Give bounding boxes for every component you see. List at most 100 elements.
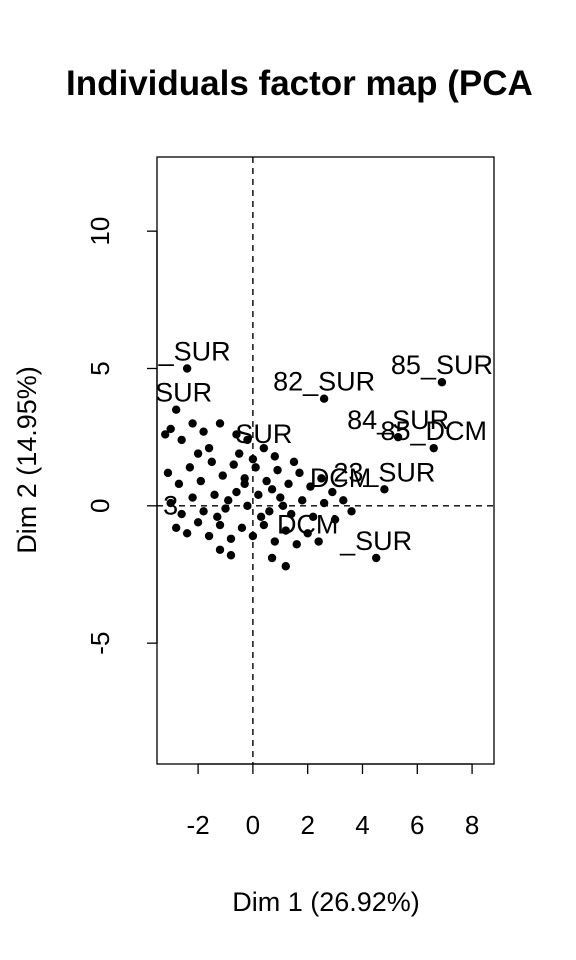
x-tick-label: -2 — [187, 810, 210, 840]
plot-area: 3_SUR_SUR 82_SUR85_SUR84_SUR85_DCMSUR23_S… — [139, 156, 495, 765]
reference-lines — [157, 157, 494, 764]
chart-title: Individuals factor map (PCA — [66, 64, 533, 103]
x-tick-label: 8 — [465, 810, 479, 840]
labels-layer: 3_SUR_SUR 82_SUR85_SUR84_SUR85_DCMSUR23_S… — [139, 336, 493, 556]
data-point — [262, 476, 271, 486]
point-label: DCM — [310, 463, 372, 493]
data-point — [287, 509, 296, 519]
y-tick-label: 10 — [85, 217, 115, 246]
data-point — [215, 520, 225, 530]
data-point — [248, 454, 258, 464]
point-label: _SUR — [139, 378, 212, 408]
data-point — [232, 430, 241, 439]
data-point — [248, 531, 258, 541]
data-point — [210, 490, 219, 500]
y-tick-label: 5 — [85, 361, 115, 375]
data-point — [226, 534, 236, 543]
data-point — [163, 468, 173, 478]
data-point — [177, 509, 186, 519]
data-point — [256, 512, 266, 522]
points-layer — [161, 364, 447, 571]
data-point — [292, 540, 301, 549]
x-tick-label: 0 — [246, 810, 260, 840]
point-label: _SUR — [339, 526, 412, 556]
point-label: 82_SUR — [273, 367, 375, 397]
point-label: 84_SUR — [347, 405, 449, 435]
x-axis: -2 0 2 4 6 8 — [187, 763, 479, 840]
data-point — [317, 474, 326, 483]
data-point — [429, 443, 438, 453]
x-tick-label: 4 — [355, 810, 369, 840]
data-point — [226, 551, 236, 560]
x-tick-label: 6 — [410, 810, 424, 840]
data-point — [177, 435, 186, 445]
data-point — [295, 468, 304, 478]
data-point — [207, 457, 216, 467]
data-point — [270, 537, 280, 546]
point-label: 3_SUR — [144, 336, 231, 366]
data-point — [204, 531, 214, 541]
data-point — [308, 512, 318, 522]
data-point — [204, 443, 214, 453]
data-point — [273, 465, 282, 475]
data-point — [221, 504, 230, 513]
data-point — [281, 562, 290, 571]
data-point — [380, 485, 389, 494]
data-point — [265, 507, 274, 516]
data-point — [196, 476, 206, 486]
data-point — [193, 518, 203, 527]
data-point — [166, 498, 175, 508]
data-point — [171, 405, 181, 414]
data-point — [298, 496, 307, 505]
point-label: 85_SUR — [391, 350, 493, 380]
data-point — [213, 512, 222, 522]
data-point — [232, 487, 241, 497]
data-point — [306, 482, 315, 491]
point-label: 3 — [163, 490, 178, 520]
data-point — [393, 432, 403, 442]
point-label: 23_SUR — [333, 457, 435, 487]
data-point — [199, 427, 208, 436]
data-point — [259, 520, 269, 530]
data-point — [243, 501, 252, 511]
point-label: DCM — [277, 510, 339, 540]
data-point — [174, 479, 184, 489]
data-point — [229, 460, 238, 469]
x-tick-label: 2 — [300, 810, 314, 840]
data-point — [185, 463, 195, 472]
data-point — [339, 496, 348, 505]
data-point — [259, 443, 269, 453]
data-point — [437, 378, 447, 387]
data-point — [319, 394, 329, 403]
data-point — [171, 523, 181, 532]
data-point — [218, 471, 227, 480]
data-point — [314, 537, 323, 546]
data-point — [319, 498, 329, 508]
y-tick-label: -5 — [85, 632, 115, 655]
data-point — [270, 452, 280, 461]
data-point — [166, 424, 175, 434]
data-point — [243, 435, 252, 445]
data-point — [215, 419, 225, 428]
data-point — [347, 507, 356, 516]
data-point — [237, 523, 247, 532]
data-point — [328, 487, 337, 497]
data-point — [330, 515, 340, 524]
data-point — [182, 364, 192, 373]
point-label: SUR — [235, 419, 292, 449]
data-point — [161, 430, 170, 439]
y-axis: -5 0 5 10 — [85, 217, 158, 655]
y-axis-label: Dim 2 (14.95%) — [12, 366, 42, 554]
data-point — [254, 490, 263, 500]
data-point — [188, 419, 197, 428]
point-label: 85_DCM — [380, 416, 487, 446]
data-point — [371, 553, 381, 563]
data-point — [281, 526, 290, 535]
x-axis-label: Dim 1 (26.92%) — [232, 887, 420, 917]
data-point — [267, 553, 277, 563]
y-tick-label: 0 — [85, 499, 115, 513]
data-point — [188, 493, 197, 502]
data-point — [303, 529, 312, 538]
data-point — [278, 501, 288, 511]
